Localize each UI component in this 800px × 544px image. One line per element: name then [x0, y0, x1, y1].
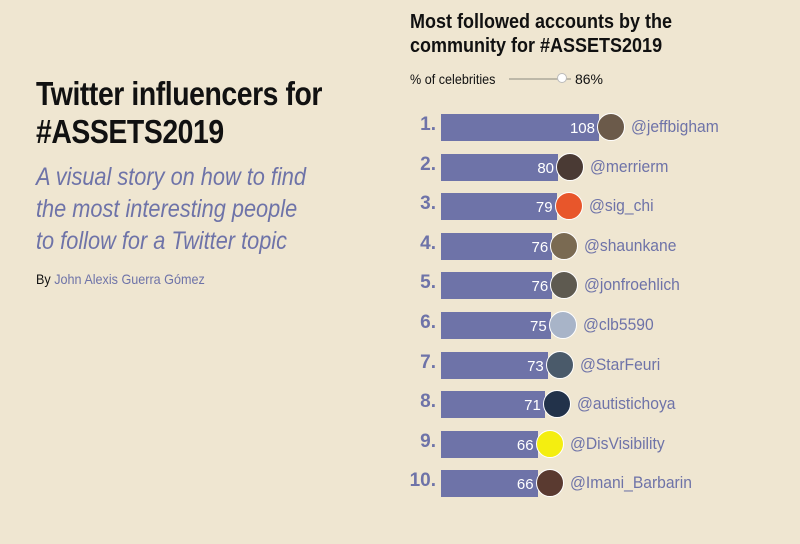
bar — [441, 272, 553, 300]
avatar[interactable] — [545, 350, 574, 379]
bar-value-label: 79 — [535, 199, 553, 217]
chart-row: 8. 71 @autistichoya — [400, 389, 800, 419]
rank-label: 6. — [420, 312, 436, 333]
bar-value-label: 108 — [569, 120, 595, 137]
rank-label: 4. — [420, 232, 436, 254]
chart-row: 2. 80 @merrierm — [400, 152, 800, 182]
byline-prefix: By — [36, 271, 51, 287]
account-handle-link[interactable]: @jeffbigham — [631, 117, 719, 136]
account-handle-link[interactable]: @jonfroehlich — [584, 275, 681, 295]
avatar[interactable] — [554, 192, 583, 221]
rank-label: 9. — [420, 430, 436, 452]
chart-row: 5. 76 @jonfroehlich — [400, 270, 800, 300]
title-line-2: #ASSETS2019 — [36, 113, 224, 150]
chart-row: 3. 79 @sig_chi — [400, 191, 800, 221]
page-title: Twitter influencers for #ASSETS2019 — [36, 75, 380, 151]
bar-value-label: 76 — [531, 238, 549, 256]
bar-value-label: 73 — [527, 357, 544, 375]
account-handle-link[interactable]: @shaunkane — [584, 235, 677, 255]
bar-value-label: 76 — [531, 278, 549, 296]
avatar[interactable] — [550, 271, 579, 300]
chart-row: 7. 73 @StarFeuri — [400, 350, 800, 380]
byline: By John Alexis Guerra Gómez — [36, 271, 360, 287]
rank-label: 10. — [409, 470, 436, 492]
avatar[interactable] — [542, 390, 571, 419]
bar — [441, 232, 553, 260]
rank-label: 3. — [420, 193, 436, 215]
rank-label: 2. — [420, 153, 436, 175]
bar — [441, 391, 545, 419]
avatar[interactable] — [550, 231, 579, 260]
bar — [441, 114, 599, 141]
rank-label: 5. — [420, 272, 436, 294]
subtitle-line-3: to follow for a Twitter topic — [36, 227, 288, 255]
account-handle-link[interactable]: @clb5590 — [582, 315, 654, 334]
account-handle-link[interactable]: @autistichoya — [576, 394, 676, 414]
title-line-1: Twitter influencers for — [36, 75, 323, 112]
bar — [441, 430, 538, 458]
rank-label: 8. — [420, 391, 436, 413]
bar-value-label: 80 — [537, 159, 555, 177]
bar — [441, 470, 538, 498]
account-handle-link[interactable]: @sig_chi — [588, 196, 654, 216]
chart-title-line-2: community for #ASSETS2019 — [410, 35, 663, 57]
slider-thumb[interactable] — [557, 73, 568, 83]
bar-chart: 1. 108 @jeffbigham 2. 80 @merrierm 3. 79 @sig_ch… — [400, 112, 800, 512]
rank-label: 7. — [420, 351, 436, 373]
celebrity-slider[interactable] — [508, 73, 571, 83]
intro-section: Twitter influencers for #ASSETS2019 A vi… — [36, 75, 376, 287]
rank-label: 1. — [420, 114, 436, 135]
bar-value-label: 75 — [530, 318, 547, 335]
subtitle-line-2: the most interesting people — [36, 195, 298, 223]
account-handle-link[interactable]: @StarFeuri — [579, 354, 660, 374]
avatar[interactable] — [535, 469, 564, 498]
chart-row: 1. 108 @jeffbigham — [400, 112, 800, 142]
slider-label: % of celebrities — [410, 71, 496, 87]
avatar[interactable] — [597, 113, 625, 141]
bar-value-label: 71 — [524, 397, 541, 415]
bar-value-label: 66 — [516, 436, 534, 454]
avatar[interactable] — [548, 311, 577, 339]
bar — [441, 193, 557, 221]
bar — [441, 153, 559, 181]
account-handle-link[interactable]: @DisVisibility — [569, 433, 665, 453]
bar-value-label: 66 — [516, 476, 534, 494]
chart-row: 6. 75 @clb5590 — [400, 310, 800, 340]
author-link[interactable]: John Alexis Guerra Gómez — [54, 271, 205, 287]
chart-title: Most followed accounts by the community … — [410, 10, 707, 58]
bar — [441, 351, 548, 379]
chart-title-line-1: Most followed accounts by the — [410, 11, 673, 33]
chart-row: 4. 76 @shaunkane — [400, 231, 800, 261]
avatar[interactable] — [556, 152, 585, 181]
chart-row: 9. 66 @DisVisibility — [400, 429, 800, 459]
page-subtitle: A visual story on how to find the most i… — [36, 161, 375, 257]
account-handle-link[interactable]: @merrierm — [590, 156, 669, 176]
bar — [441, 312, 551, 339]
celebrity-filter: % of celebrities 86% — [410, 70, 603, 88]
account-handle-link[interactable]: @Imani_Barbarin — [569, 473, 692, 493]
avatar[interactable] — [535, 429, 564, 458]
slider-value: 86% — [574, 71, 603, 87]
subtitle-line-1: A visual story on how to find — [36, 163, 306, 191]
chart-row: 10. 66 @Imani_Barbarin — [400, 468, 800, 498]
